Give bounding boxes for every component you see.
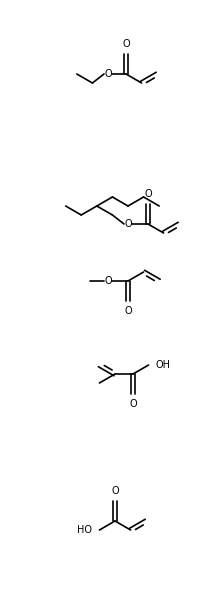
Text: O: O [129, 399, 137, 409]
Text: O: O [124, 219, 132, 229]
Text: O: O [124, 306, 132, 316]
Text: HO: HO [77, 525, 92, 535]
Text: O: O [104, 69, 112, 79]
Text: O: O [111, 486, 119, 496]
Text: O: O [144, 189, 152, 199]
Text: O: O [104, 276, 112, 286]
Text: OH: OH [156, 360, 171, 370]
Text: O: O [122, 39, 130, 49]
